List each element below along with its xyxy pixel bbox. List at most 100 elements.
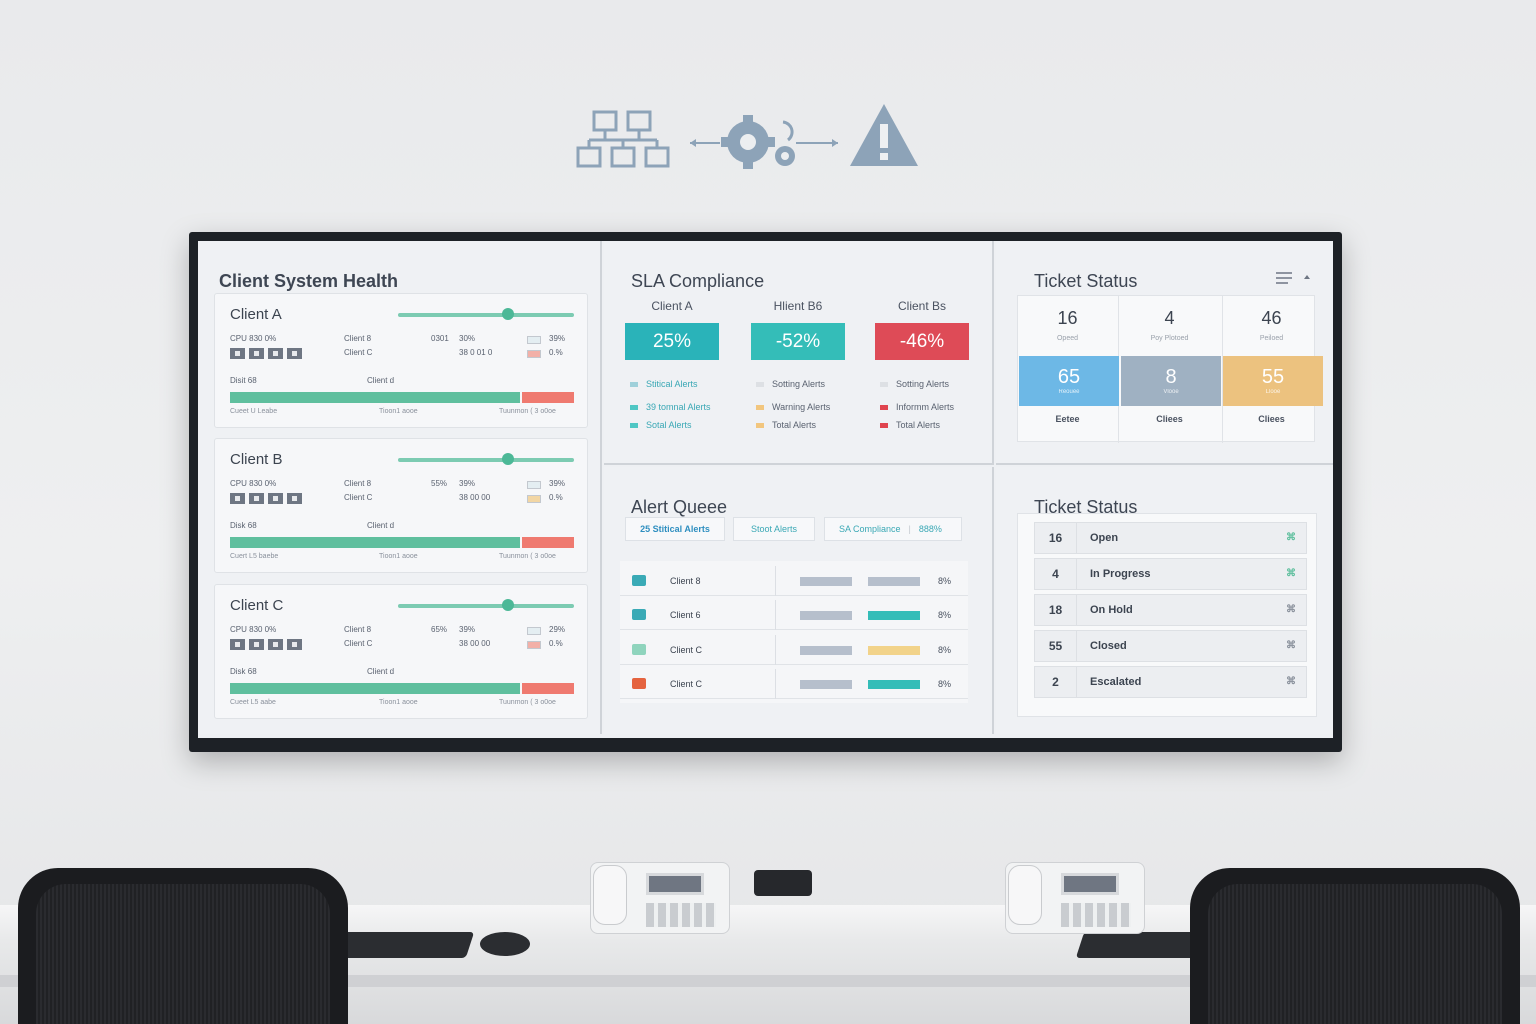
core-block — [230, 493, 245, 504]
ticket-row-count: 18 — [1035, 595, 1077, 625]
metric-text: Tuunmon ( 3 o0oe — [499, 699, 556, 706]
ticket-row-label: Escalated — [1090, 676, 1142, 688]
tab-alerts[interactable]: Stoot Alerts — [733, 517, 815, 541]
metric-text: 38 00 00 — [459, 639, 491, 648]
legend-dot — [880, 423, 888, 429]
metric-text: Tuunmon ( 3 o0oe — [499, 408, 556, 415]
sla-client-column: Client A 25% — [625, 299, 719, 360]
core-block — [230, 639, 245, 650]
tab-critical-alerts[interactable]: 25 Stitical Alerts — [625, 517, 725, 541]
metric-text: 29% — [549, 625, 566, 634]
dashboard-screen: Client System Health Client A CPU 830 0% C… — [198, 241, 1333, 738]
core-block — [249, 348, 264, 359]
ticket-row-count: 2 — [1035, 667, 1077, 697]
alert-row[interactable]: Client C 8% — [620, 669, 968, 699]
ticket-status-row[interactable]: 16 Open ⌘ — [1034, 522, 1307, 554]
health-slider-handle[interactable] — [502, 453, 514, 465]
column-divider — [775, 669, 776, 699]
alert-bar — [868, 577, 920, 586]
health-slider-handle[interactable] — [502, 599, 514, 611]
metric-text: Client d — [367, 667, 395, 676]
metric-text: Tioon1 aooe — [379, 408, 418, 415]
sla-client-column: Client Bs -46% — [875, 299, 969, 360]
metric-text: 39% — [549, 334, 566, 343]
tab-sla-compliance[interactable]: SA Compliance | 888% — [824, 517, 962, 541]
legend-dot — [880, 382, 888, 388]
legend-label: Total Alerts — [772, 420, 817, 430]
alert-row[interactable]: Client C 8% — [620, 635, 968, 665]
client-name: Client B — [230, 451, 283, 468]
ticket-block-label: Reouee — [1058, 389, 1080, 395]
sla-percentage: 25% — [625, 323, 719, 360]
column-divider — [775, 566, 776, 596]
disk-alert-bar — [522, 392, 574, 403]
mouse — [480, 932, 530, 956]
client-name: Client C — [230, 597, 284, 614]
health-slider-handle[interactable] — [502, 308, 514, 320]
row-action-icon[interactable]: ⌘ — [1286, 532, 1296, 543]
alert-tabs: 25 Stitical Alerts Stoot Alerts SA Compl… — [625, 517, 975, 543]
client-card[interactable]: Client C CPU 830 0% Client 8 Client C 65% 39%… — [214, 584, 588, 719]
sla-legend-item: Sotting Alerts — [756, 379, 825, 389]
client-card[interactable]: Client A CPU 830 0% Client 8 Client C 0301 30… — [214, 293, 588, 428]
row-action-icon[interactable]: ⌘ — [1286, 568, 1296, 579]
alert-status-icon — [632, 678, 646, 689]
ticket-status-row[interactable]: 2 Escalated ⌘ — [1034, 666, 1307, 698]
legend-label: Sotting Alerts — [772, 379, 826, 389]
row-action-icon[interactable]: ⌘ — [1286, 640, 1296, 651]
ticket-block-count: 55 — [1261, 366, 1285, 388]
ticket-grid-footer: Cliees — [1156, 414, 1183, 424]
ticket-status-block[interactable]: 8 Vlooe — [1121, 356, 1221, 406]
legend-swatch — [527, 350, 541, 358]
panel-title: Alert Queee — [631, 497, 728, 517]
client-card[interactable]: Client B CPU 830 0% Client 8 Client C 55% 39%… — [214, 438, 588, 573]
ticket-status-row[interactable]: 55 Closed ⌘ — [1034, 630, 1307, 662]
metric-text: 0.% — [549, 639, 563, 648]
metric-text: Tuunmon ( 3 o0oe — [499, 553, 556, 560]
panel-title: Client System Health — [219, 271, 399, 291]
ticket-count: 4 — [1164, 308, 1175, 328]
metric-text: Tioon1 aooe — [379, 553, 418, 560]
alert-status-icon — [632, 609, 646, 620]
legend-label: Stitical Alerts — [646, 379, 698, 389]
ticket-block-label: Vlooe — [1163, 389, 1179, 395]
panel-title: SLA Compliance — [631, 271, 765, 291]
ticket-status-block[interactable]: 65 Reouee — [1019, 356, 1119, 406]
metric-text: 38 00 00 — [459, 493, 491, 502]
core-block — [268, 348, 283, 359]
core-block — [249, 493, 264, 504]
ticket-count-label: Peiloed — [1259, 335, 1284, 342]
row-action-icon[interactable]: ⌘ — [1286, 604, 1296, 615]
alert-bar — [868, 646, 920, 655]
core-block — [268, 639, 283, 650]
ticket-status-row[interactable]: 18 On Hold ⌘ — [1034, 594, 1307, 626]
metric-text: Client C — [344, 348, 373, 357]
legend-dot — [756, 405, 764, 411]
ticket-list: 16 Open ⌘ 4 In Progress ⌘ 18 On Hold ⌘ 55 Closed ⌘ 2… — [1017, 513, 1317, 717]
ticket-row-label: On Hold — [1090, 604, 1133, 616]
metric-text: 65% — [431, 625, 448, 634]
row-action-icon[interactable]: ⌘ — [1286, 676, 1296, 687]
legend-label: Total Alerts — [896, 420, 941, 430]
legend-dot — [756, 423, 764, 429]
metric-text: Client d — [367, 521, 395, 530]
disk-alert-bar — [522, 537, 574, 548]
metric-text: Disk 68 — [230, 521, 257, 530]
menu-icon[interactable] — [1274, 271, 1314, 285]
disk-usage-bar — [230, 537, 520, 548]
ticket-status-row[interactable]: 4 In Progress ⌘ — [1034, 558, 1307, 590]
metric-text: Client 8 — [344, 479, 372, 488]
sla-legend-item: Informm Alerts — [880, 402, 954, 412]
alert-row[interactable]: Client 6 8% — [620, 600, 968, 630]
legend-swatch — [527, 481, 541, 489]
ticket-status-block[interactable]: 55 Llooe — [1223, 356, 1323, 406]
metric-text: Disit 68 — [230, 376, 257, 385]
alert-bar — [868, 680, 920, 689]
metric-text: 39% — [459, 625, 476, 634]
metric-text: Client 8 — [344, 334, 372, 343]
cpu-core-blocks — [230, 639, 302, 650]
alert-row[interactable]: Client 8 8% — [620, 566, 968, 596]
sla-legend-item: Stitical Alerts — [630, 379, 698, 389]
cpu-core-blocks — [230, 348, 302, 359]
column-divider — [775, 600, 776, 630]
